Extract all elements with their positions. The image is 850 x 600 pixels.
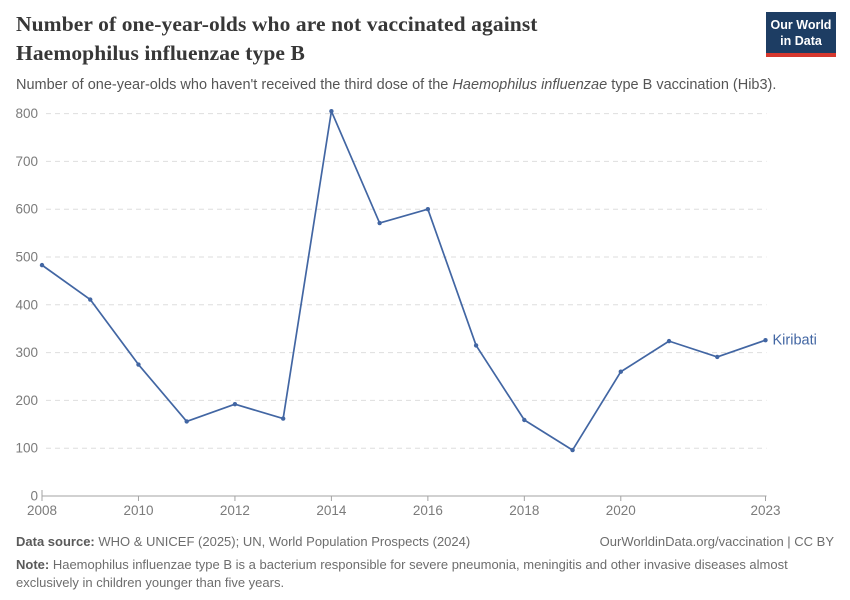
subtitle-italic-text: Haemophilus influenzae xyxy=(452,77,608,93)
footer-note: Note: Haemophilus influenzae type B is a… xyxy=(16,556,788,592)
data-point[interactable] xyxy=(184,419,189,424)
data-point[interactable] xyxy=(473,343,479,348)
x-tick-label: 2008 xyxy=(27,503,57,518)
y-tick-label: 100 xyxy=(15,441,38,456)
data-point[interactable] xyxy=(280,416,286,421)
line-chart-canvas[interactable]: 0 100 200 300 400 500 600 700 800 2008 2010 2012 201… xyxy=(0,100,850,522)
data-point[interactable] xyxy=(618,369,623,374)
series-label[interactable]: Kiribati xyxy=(773,333,817,349)
data-point[interactable] xyxy=(39,262,45,268)
x-tick-label: 2023 xyxy=(750,503,780,518)
data-point[interactable] xyxy=(136,362,141,367)
owid-logo[interactable]: Our World in Data xyxy=(766,12,836,57)
note-label: Note: xyxy=(16,557,50,572)
data-point[interactable] xyxy=(329,109,334,114)
x-tick-label: 2014 xyxy=(316,503,347,518)
data-source-text: Data source: WHO & UNICEF (2025); UN, Wo… xyxy=(16,533,470,550)
subtitle-suffix-text: type B vaccination (Hib3). xyxy=(607,77,777,93)
x-tick-label: 2016 xyxy=(413,503,443,518)
data-point[interactable] xyxy=(232,402,238,407)
data-point[interactable] xyxy=(763,337,768,343)
footer-source-row: Data source: WHO & UNICEF (2025); UN, Wo… xyxy=(16,533,834,550)
x-tick-label: 2010 xyxy=(123,503,153,518)
y-tick-label: 600 xyxy=(15,202,38,217)
page-title: Number of one-year-olds who are not vacc… xyxy=(16,10,696,67)
y-tick-label: 800 xyxy=(15,106,38,121)
y-tick-label: 500 xyxy=(15,250,38,265)
title-line-1: Number of one-year-olds who are not vacc… xyxy=(16,12,538,36)
y-tick-label: 400 xyxy=(15,297,38,312)
data-point[interactable] xyxy=(570,447,575,453)
data-point[interactable] xyxy=(425,207,431,212)
series-line-kiribati[interactable] xyxy=(41,110,767,451)
attribution-link[interactable]: OurWorldinData.org/vaccination | CC BY xyxy=(599,534,834,549)
logo-line-2: in Data xyxy=(780,34,822,48)
y-tick-label: 0 xyxy=(30,489,38,504)
y-tick-label: 200 xyxy=(15,393,38,408)
subtitle-text: Number of one-year-olds who haven't rece… xyxy=(16,77,453,93)
x-tick-label: 2012 xyxy=(220,503,250,518)
data-point[interactable] xyxy=(88,297,93,302)
note-text: Haemophilus influenzae type B is a bacte… xyxy=(16,557,788,590)
y-tick-label: 700 xyxy=(15,154,38,169)
data-point[interactable] xyxy=(666,338,672,344)
x-tick-label: 2020 xyxy=(606,503,636,518)
logo-line-1: Our World xyxy=(770,18,832,32)
data-point[interactable] xyxy=(377,220,382,226)
data-source-label: Data source: xyxy=(16,534,95,549)
data-source-value: WHO & UNICEF (2025); UN, World Populatio… xyxy=(94,534,471,549)
data-point[interactable] xyxy=(715,354,720,360)
data-point[interactable] xyxy=(522,417,527,423)
chart-subtitle: Number of one-year-olds who haven't rece… xyxy=(16,76,816,95)
y-tick-label: 300 xyxy=(15,345,38,360)
title-line-2: Haemophilus influenzae type B xyxy=(16,40,305,65)
x-tick-label: 2018 xyxy=(509,503,539,518)
